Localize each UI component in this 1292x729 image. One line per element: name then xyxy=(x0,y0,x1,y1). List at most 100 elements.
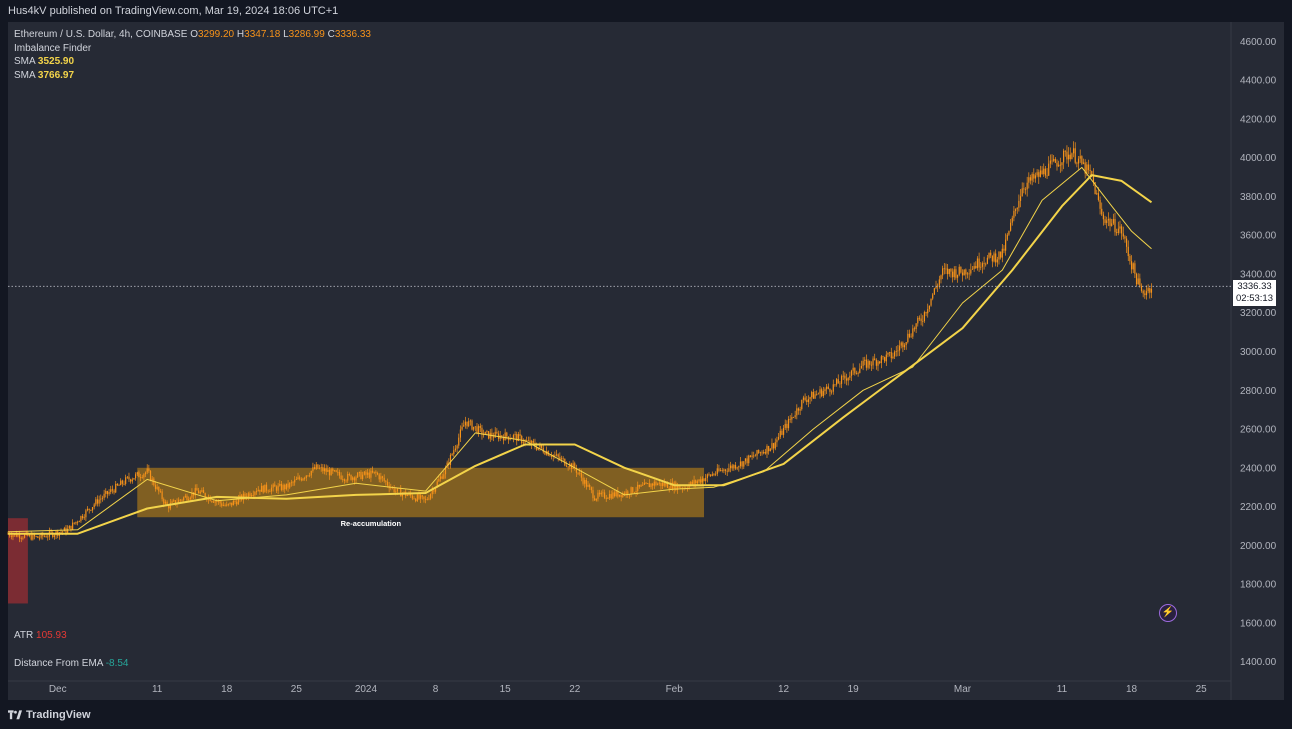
candle-body-99 xyxy=(171,501,173,503)
candle-body-185 xyxy=(313,467,316,469)
candle-body-59 xyxy=(105,491,107,494)
price-tick-2600.00: 2600.00 xyxy=(1240,425,1277,436)
candle-body-23 xyxy=(45,536,47,538)
candle-body-489 xyxy=(817,393,819,395)
candle-body-320 xyxy=(537,447,539,450)
candle-body-75 xyxy=(131,479,133,482)
candle-body-681 xyxy=(1135,273,1138,285)
candle-body-182 xyxy=(309,475,311,477)
candle-body-146 xyxy=(249,493,251,497)
candle-body-310 xyxy=(521,435,523,443)
sma-fast-line xyxy=(7,166,1152,533)
candle-body-593 xyxy=(990,252,992,256)
candle-body-412 xyxy=(690,481,692,485)
candle-body-136 xyxy=(232,500,234,506)
candle-body-481 xyxy=(804,397,806,401)
candle-body-589 xyxy=(983,263,985,264)
candle-body-675 xyxy=(1125,238,1128,247)
candle-body-238 xyxy=(401,493,404,497)
candle-body-559 xyxy=(933,288,935,295)
tradingview-brand: TradingView xyxy=(26,709,91,721)
candle-body-15 xyxy=(32,534,34,540)
candle-body-305 xyxy=(512,435,515,439)
indicator-sma-slow[interactable]: SMA 3766.97 xyxy=(14,69,371,83)
candle-body-311 xyxy=(522,442,524,444)
candle-body-151 xyxy=(257,489,259,492)
distance-from-ema-indicator[interactable]: Distance From EMA -8.54 xyxy=(14,658,129,669)
candle-body-170 xyxy=(289,482,291,488)
candle-body-603 xyxy=(1006,234,1008,240)
candle-body-164 xyxy=(279,483,281,486)
candle-body-453 xyxy=(758,450,760,453)
candle-body-108 xyxy=(186,495,188,501)
candle-body-338 xyxy=(567,466,569,468)
candle-body-367 xyxy=(615,490,617,497)
candle-body-472 xyxy=(789,418,791,420)
candle-body-388 xyxy=(650,483,652,488)
lightning-icon[interactable]: ⚡ xyxy=(1159,604,1177,622)
candle-body-34 xyxy=(63,527,65,532)
candle-body-80 xyxy=(139,477,142,478)
candle-body-50 xyxy=(90,509,92,511)
candle-body-391 xyxy=(655,481,657,486)
candle-body-591 xyxy=(986,257,988,264)
candle-body-314 xyxy=(527,440,529,442)
candle-body-615 xyxy=(1026,182,1028,190)
candle-body-542 xyxy=(905,342,907,346)
candle-body-602 xyxy=(1005,239,1007,251)
tradingview-logo[interactable]: TradingView xyxy=(8,709,91,721)
candle-body-303 xyxy=(509,438,511,440)
candle-body-630 xyxy=(1051,160,1053,162)
candle-body-211 xyxy=(357,472,359,478)
candle-body-395 xyxy=(661,482,664,487)
candle-body-497 xyxy=(831,391,833,393)
atr-value: 105.93 xyxy=(36,630,67,641)
symbol-row[interactable]: Ethereum / U.S. Dollar, 4h, COINBASE O32… xyxy=(14,28,371,42)
candle-body-216 xyxy=(365,471,367,475)
candle-body-626 xyxy=(1044,168,1046,176)
candle-body-347 xyxy=(582,477,584,484)
candle-body-553 xyxy=(923,312,926,321)
candle-body-115 xyxy=(197,490,200,494)
candle-body-545 xyxy=(910,336,912,338)
candle-body-89 xyxy=(154,485,157,489)
indicator-sma-fast[interactable]: SMA 3525.90 xyxy=(14,55,371,69)
candle-body-533 xyxy=(890,352,892,359)
atr-indicator[interactable]: ATR 105.93 xyxy=(14,630,67,641)
candle-body-276 xyxy=(464,421,466,426)
chart-area[interactable] xyxy=(8,22,1284,700)
candle-body-294 xyxy=(494,431,496,438)
candle-body-40 xyxy=(73,522,75,524)
candle-body-440 xyxy=(736,467,738,469)
candle-body-135 xyxy=(231,502,233,506)
candle-body-450 xyxy=(753,455,755,457)
candle-body-463 xyxy=(774,442,776,449)
candle-body-513 xyxy=(857,372,859,374)
candle-body-209 xyxy=(353,477,355,481)
time-tick-2: 18 xyxy=(221,684,233,695)
candle-body-132 xyxy=(226,504,228,506)
candle-body-505 xyxy=(844,375,846,379)
candle-body-273 xyxy=(459,429,462,438)
candle-body-437 xyxy=(731,465,733,469)
candle-body-368 xyxy=(617,490,619,497)
candle-body-665 xyxy=(1109,218,1111,226)
candle-countdown: 02:53:13 xyxy=(1236,293,1273,305)
candle-body-420 xyxy=(703,478,705,482)
candle-body-247 xyxy=(416,494,418,502)
candle-body-204 xyxy=(345,480,347,482)
candle-body-377 xyxy=(632,487,634,493)
candle-body-598 xyxy=(998,251,1000,260)
candle-body-625 xyxy=(1043,168,1045,175)
candle-body-608 xyxy=(1014,209,1017,211)
candle-body-403 xyxy=(675,482,677,491)
chart-legend: Ethereum / U.S. Dollar, 4h, COINBASE O32… xyxy=(14,28,371,82)
price-tick-4200.00: 4200.00 xyxy=(1240,114,1277,125)
price-tick-3000.00: 3000.00 xyxy=(1240,347,1277,358)
symbol-title[interactable]: Ethereum / U.S. Dollar, 4h, COINBASE xyxy=(14,29,188,40)
candle-body-512 xyxy=(855,373,858,374)
candle-body-350 xyxy=(587,485,589,487)
candle-body-226 xyxy=(381,476,384,478)
indicator-imbalance-finder[interactable]: Imbalance Finder xyxy=(14,42,371,56)
